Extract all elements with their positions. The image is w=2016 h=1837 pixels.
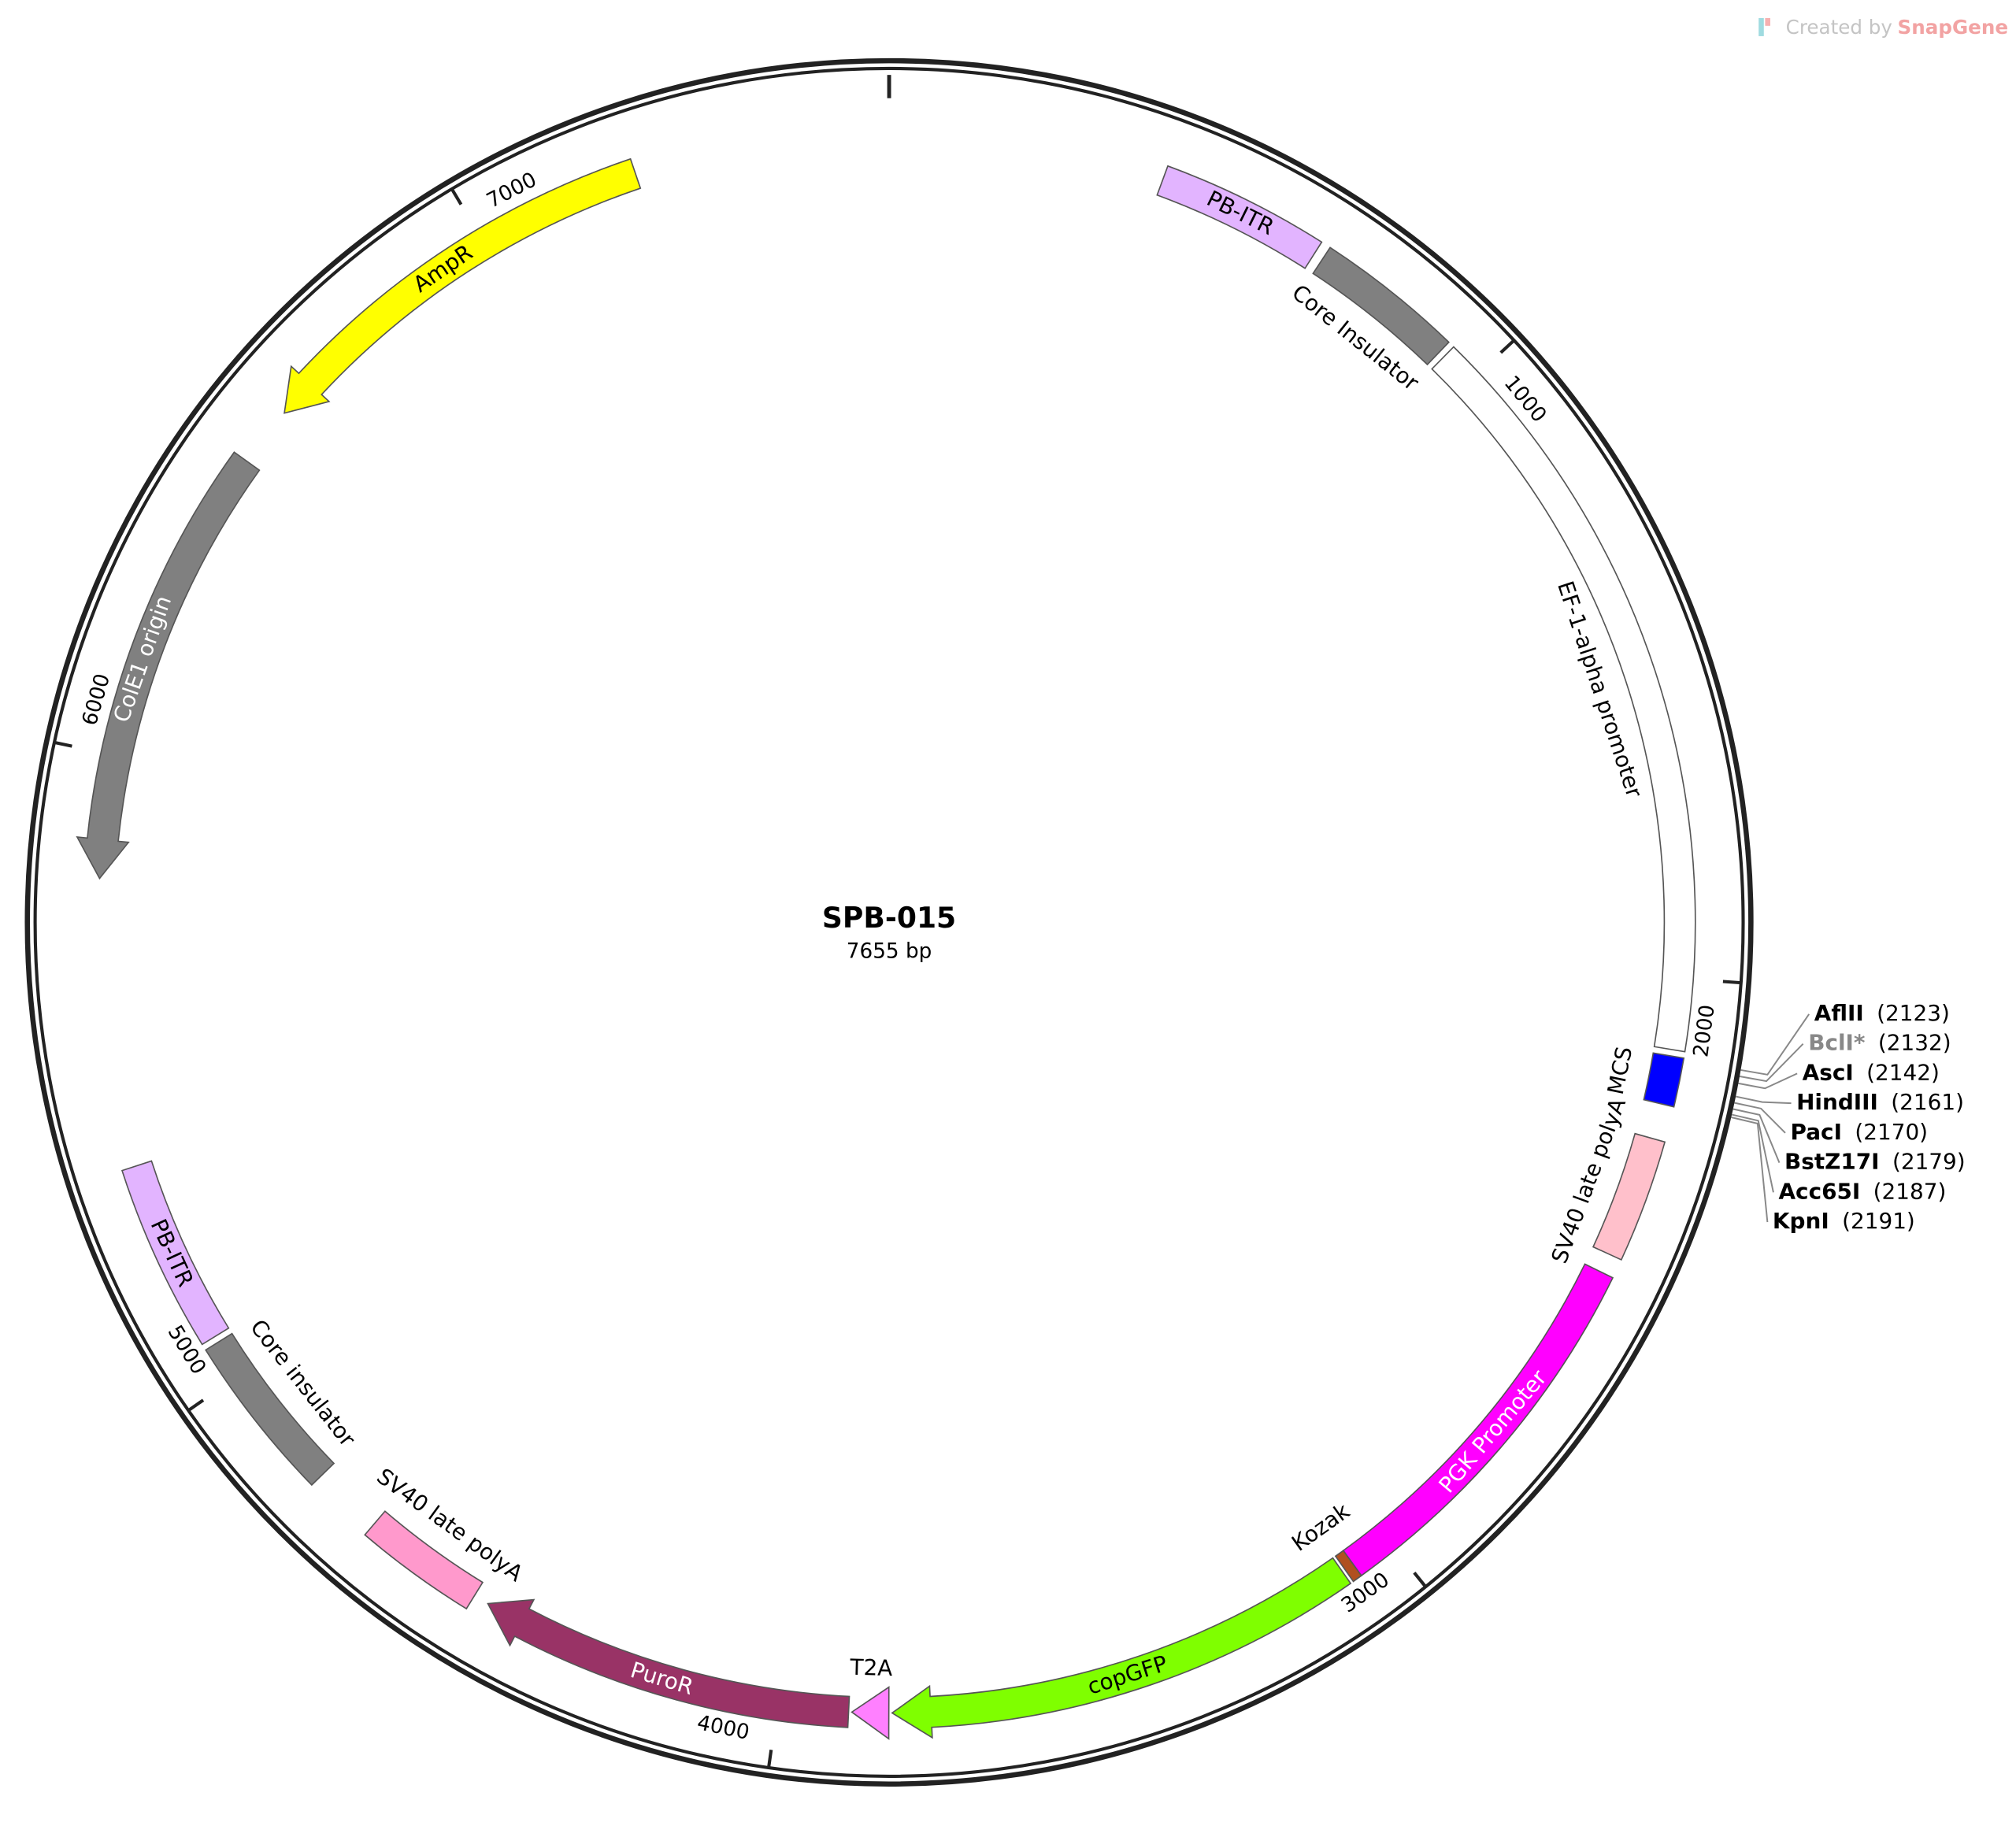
feature <box>1592 1132 1666 1261</box>
site-label: HindIII (2161) <box>1796 1089 1964 1115</box>
tick-mark <box>766 1750 773 1768</box>
site-position: (2179) <box>1892 1149 1966 1175</box>
tick-mark <box>450 187 463 206</box>
feature <box>1156 165 1323 269</box>
feature <box>1643 1052 1685 1108</box>
logo-icon <box>1758 17 1764 36</box>
plasmid-title: SPB-015 <box>822 902 956 935</box>
site-position: (2142) <box>1866 1059 1940 1085</box>
logo: Created by SnapGene <box>1758 16 2008 39</box>
feature <box>1431 346 1696 1053</box>
feature <box>1312 246 1450 366</box>
site-label: AscI (2142) <box>1803 1059 1940 1085</box>
site-position: (2187) <box>1873 1178 1947 1204</box>
feature <box>891 1557 1352 1739</box>
plasmid-length: 7655 bp <box>847 940 932 964</box>
site-name: AflII <box>1814 1000 1864 1026</box>
site-position: (2170) <box>1855 1119 1928 1145</box>
site-leader <box>1731 1117 1769 1223</box>
feature <box>364 1510 484 1610</box>
tick-mark <box>54 740 72 748</box>
site-position: (2132) <box>1878 1030 1951 1056</box>
site-label: KpnI (2191) <box>1773 1208 1915 1234</box>
feature-label: MCS <box>1603 1044 1638 1097</box>
site-label: BclI* (2132) <box>1808 1030 1951 1056</box>
site-leader <box>1740 1013 1810 1076</box>
tick-mark <box>1499 339 1515 354</box>
feature <box>850 1686 890 1740</box>
feature <box>1342 1263 1614 1577</box>
site-label: AflII (2123) <box>1814 1000 1950 1026</box>
logo-icon <box>1765 17 1770 26</box>
site-leader <box>1739 1043 1804 1083</box>
site-position: (2191) <box>1842 1208 1915 1234</box>
tick-mark <box>187 1398 205 1412</box>
site-position: (2161) <box>1891 1089 1964 1115</box>
feature <box>120 1160 230 1346</box>
logo-prefix: Created by <box>1786 16 1892 39</box>
site-name: AscI <box>1803 1059 1854 1085</box>
site-leader <box>1734 1102 1786 1134</box>
feature <box>76 451 261 880</box>
site-leader <box>1738 1072 1798 1090</box>
backbone-outer <box>24 57 1754 1787</box>
site-leader <box>1731 1113 1774 1193</box>
tick-mark <box>1722 980 1741 985</box>
feature <box>487 1598 850 1728</box>
site-name: BstZ17I <box>1784 1149 1880 1175</box>
site-label: PacI (2170) <box>1791 1119 1929 1145</box>
site-label: Acc65I (2187) <box>1778 1178 1946 1204</box>
tick-mark <box>1413 1572 1427 1588</box>
site-leader <box>1732 1108 1781 1163</box>
site-name: BclI* <box>1808 1030 1866 1056</box>
site-name: PacI <box>1791 1119 1842 1145</box>
logo-text: Created by SnapGene <box>1786 16 2008 39</box>
logo-brand: SnapGene <box>1898 16 2008 39</box>
site-label: BstZ17I (2179) <box>1784 1149 1966 1175</box>
feature <box>205 1332 335 1487</box>
feature-label: T2A <box>849 1654 893 1681</box>
tick-label: 2000 <box>1689 1003 1720 1058</box>
tick-label: 4000 <box>695 1711 751 1745</box>
site-name: KpnI <box>1773 1208 1829 1234</box>
site-leader <box>1735 1095 1792 1105</box>
backbone-inner <box>33 66 1745 1778</box>
feature-label: Kozak <box>1287 1498 1354 1557</box>
site-position: (2123) <box>1877 1000 1950 1026</box>
feature <box>284 157 642 414</box>
site-name: Acc65I <box>1778 1178 1860 1204</box>
feature <box>1334 1550 1362 1583</box>
feature-label: PGK Promoter <box>1433 1365 1551 1498</box>
site-name: HindIII <box>1796 1089 1878 1115</box>
